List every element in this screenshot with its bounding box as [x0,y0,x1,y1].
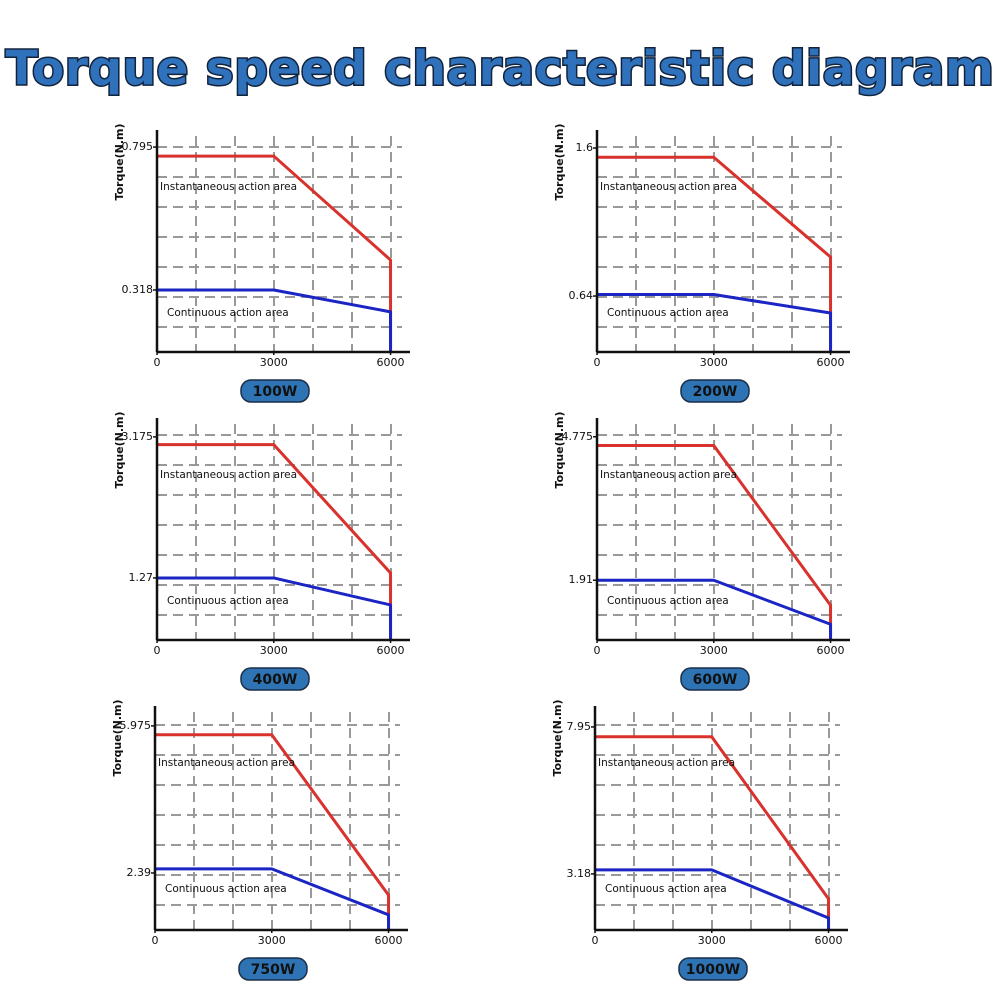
y-tick-label: 0.795 [122,140,154,153]
y-axis-label: Torque(N.m) [113,411,126,488]
chart-label-pill [240,667,310,691]
chart-panel: 2.39 5.975 0 3000 6000 Torque(N.m) Instantaneo… [111,699,408,981]
x-tick-label: 6000 [377,644,405,657]
y-tick-label: 3.18 [567,867,592,880]
x-tick-label: 6000 [817,644,845,657]
torque-line [595,868,831,930]
y-tick-label: 0.64 [569,289,594,302]
annotation: Instantaneous action area [598,757,735,769]
x-tick-label: 6000 [375,934,403,947]
y-axis-label: Torque(N.m) [553,411,566,488]
chart-label: 400W [253,672,298,688]
annotation: Continuous action area [167,307,289,319]
x-tick-label: 0 [152,934,159,947]
torque-line [597,155,833,352]
chart-label: 600W [693,672,738,688]
annotation: Continuous action area [165,883,287,895]
torque-line [597,578,833,640]
y-axis-label: Torque(N.m) [113,123,126,200]
x-tick-label: 0 [594,644,601,657]
torque-line [155,867,391,930]
y-tick-label: 1.91 [569,573,594,586]
torque-line [157,288,393,352]
annotation: Instantaneous action area [160,181,297,193]
chart-label: 1000W [686,962,740,978]
annotation: Instantaneous action area [158,757,295,769]
torque-line [155,733,391,930]
torque-line [597,444,833,640]
y-axis-label: Torque(N.m) [111,699,124,776]
annotation: Continuous action area [605,883,727,895]
torque-line [595,735,831,930]
y-tick-label: 4.775 [562,430,594,443]
chart-panel: 0.64 1.6 0 3000 6000 Torque(N.m) Instantaneous… [553,123,850,403]
annotation: Instantaneous action area [600,181,737,193]
annotation: Continuous action area [167,595,289,607]
chart-panel: 1.27 3.175 0 3000 6000 Torque(N.m) Instantaneo… [113,411,410,691]
x-tick-label: 0 [592,934,599,947]
x-tick-label: 3000 [700,356,728,369]
chart-label: 100W [253,384,298,400]
torque-line [597,292,833,352]
x-tick-label: 3000 [698,934,726,947]
x-tick-label: 3000 [260,644,288,657]
x-tick-label: 0 [154,356,161,369]
x-tick-label: 6000 [815,934,843,947]
chart-panel: 1.91 4.775 0 3000 6000 Torque(N.m) Instantaneo… [553,411,850,691]
x-tick-label: 0 [594,356,601,369]
chart-label-pill [678,957,748,981]
annotation: Continuous action area [607,595,729,607]
chart-label: 750W [251,962,296,978]
x-tick-label: 3000 [258,934,286,947]
x-tick-label: 0 [154,644,161,657]
chart-panel: 0.318 0.795 0 3000 6000 Torque(N.m) Instantane… [113,123,410,403]
y-axis-label: Torque(N.m) [553,123,566,200]
chart-panel: 3.18 7.95 0 3000 6000 Torque(N.m) Instantaneou… [551,699,848,981]
chart-label-pill [680,379,750,403]
annotation: Instantaneous action area [600,469,737,481]
torque-line [157,576,393,640]
y-tick-label: 7.95 [567,720,592,733]
y-tick-label: 2.39 [127,866,152,879]
y-axis-label: Torque(N.m) [551,699,564,776]
x-tick-label: 3000 [260,356,288,369]
x-tick-label: 6000 [817,356,845,369]
annotation: Continuous action area [607,307,729,319]
chart-label: 200W [693,384,738,400]
x-tick-label: 3000 [700,644,728,657]
chart-label-pill [680,667,750,691]
x-tick-label: 6000 [377,356,405,369]
y-tick-label: 1.6 [576,141,594,154]
page-title: Torque speed characteristic diagram [6,42,995,97]
annotation: Instantaneous action area [160,469,297,481]
y-tick-label: 1.27 [129,571,154,584]
chart-label-pill [240,379,310,403]
y-tick-label: 3.175 [122,430,154,443]
y-tick-label: 5.975 [120,719,152,732]
torque-line [157,154,393,352]
chart-label-pill [238,957,308,981]
y-tick-label: 0.318 [122,283,154,296]
